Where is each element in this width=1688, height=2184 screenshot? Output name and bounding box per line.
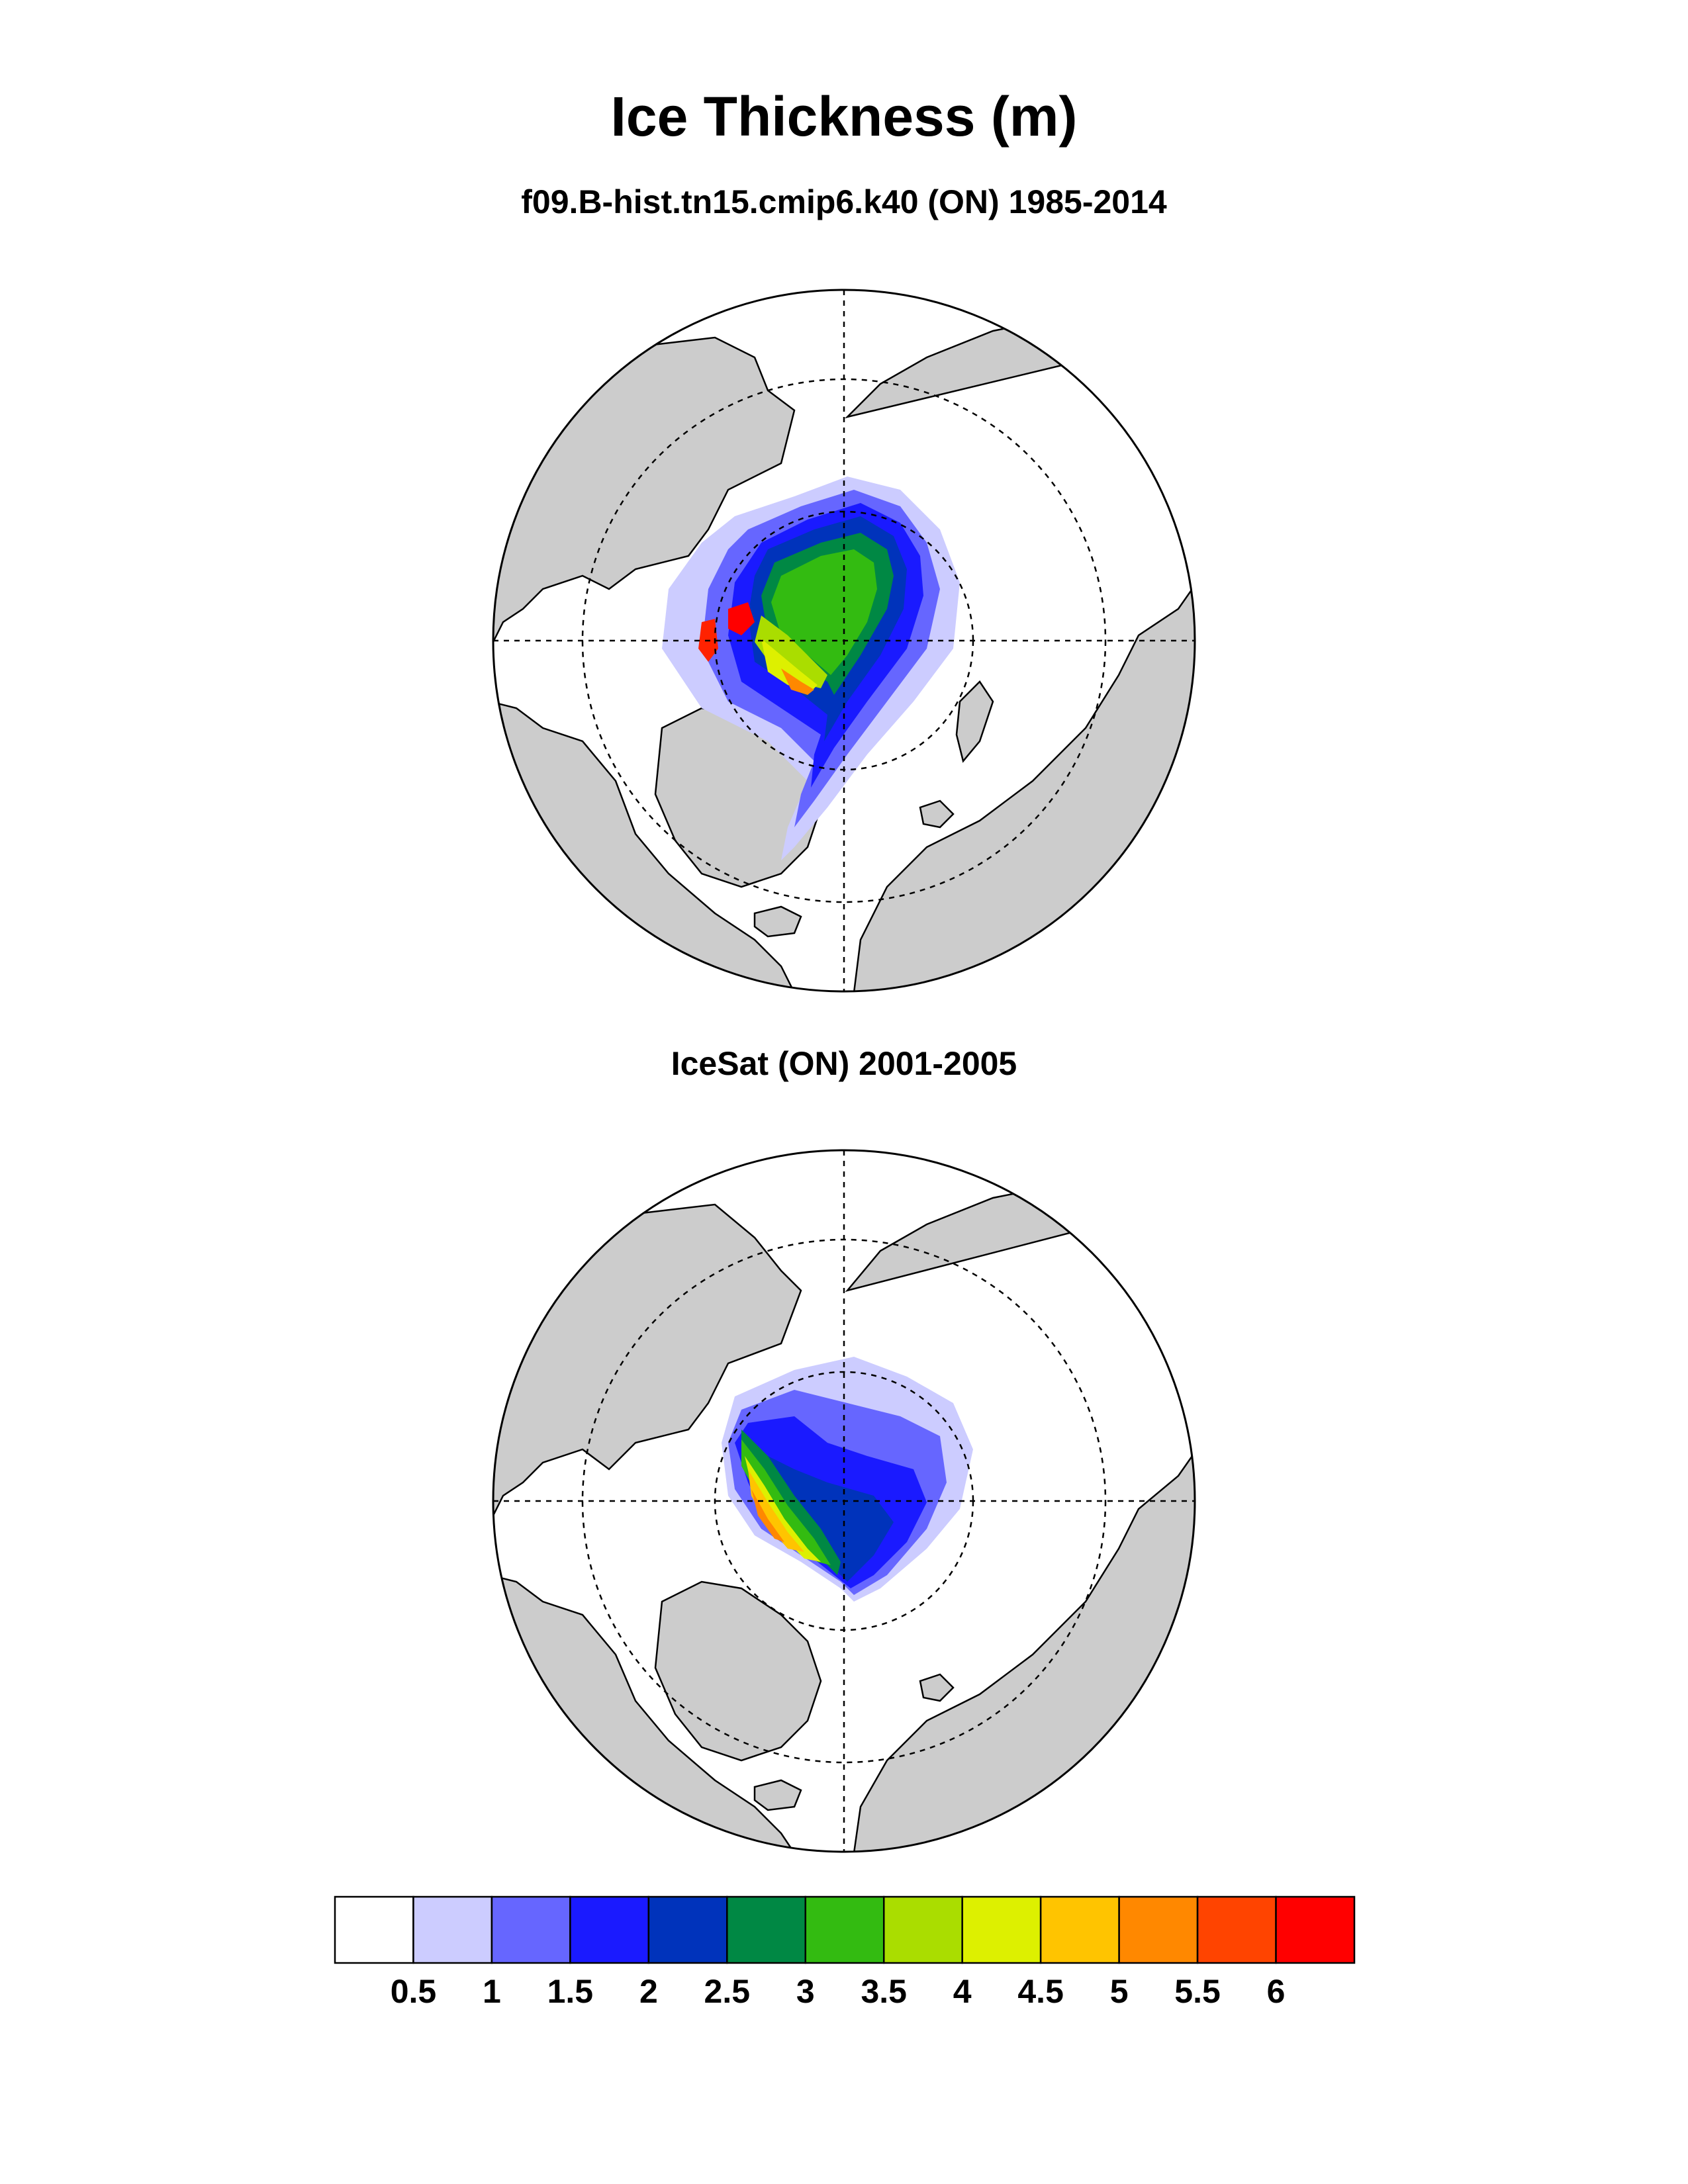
land-iceland [753,905,802,938]
land-greenland [654,1580,822,1762]
colorbar-box [1196,1895,1277,1964]
graticule [493,290,1195,991]
colorbar-box [1039,1895,1120,1964]
land-svalbard [919,1673,955,1702]
colorbar-box [647,1895,728,1964]
colorbar-box [882,1895,963,1964]
colorbar-box [1275,1895,1356,1964]
colorbar-box [726,1895,807,1964]
panel-1-subtitle: f09.B-hist.tn15.cmip6.k40 (ON) 1985-2014 [521,183,1167,220]
colorbar-tick-label: 5.5 [1174,1973,1221,2010]
land-svalbard [919,799,955,829]
model-ice-thickness-map [492,289,1196,993]
ice-thickness-field [662,477,960,860]
colorbar-tick-label: 5 [1109,1973,1129,2010]
colorbar-tick-label: 2 [639,1973,658,2010]
land-iceland [753,1779,802,1811]
colorbar-tick-label: 3 [796,1973,815,2010]
thick-ice-archipelago [728,602,755,635]
colorbar-box [1118,1895,1199,1964]
colorbar-tick-label: 2.5 [704,1973,751,2010]
colorbar-box [961,1895,1042,1964]
colorbar-tick-label: 6 [1266,1973,1286,2010]
colorbar-box [804,1895,885,1964]
colorbar-box [334,1895,414,1964]
colorbar-box [412,1895,493,1964]
colorbar-tick-label: 0.5 [390,1973,437,2010]
icesat-ice-thickness-map [492,1149,1196,1853]
colorbar-box [491,1895,571,1964]
ice-thickness-field [722,1357,973,1602]
colorbar-tick-label: 4.5 [1017,1973,1064,2010]
map-border [492,289,1196,993]
colorbar-tick-label: 4 [953,1973,972,2010]
colorbar-tick-label: 1.5 [547,1973,594,2010]
map-border [492,1149,1196,1853]
graticule [493,1150,1195,1852]
colorbar [334,1895,1356,1964]
land-novaya-zemlya [955,680,994,763]
figure-title: Ice Thickness (m) [610,85,1078,148]
colorbar-tick-label: 1 [483,1973,501,2010]
colorbar-tick-label: 3.5 [861,1973,907,2010]
panel-2-subtitle: IceSat (ON) 2001-2005 [671,1045,1017,1082]
colorbar-box [569,1895,650,1964]
